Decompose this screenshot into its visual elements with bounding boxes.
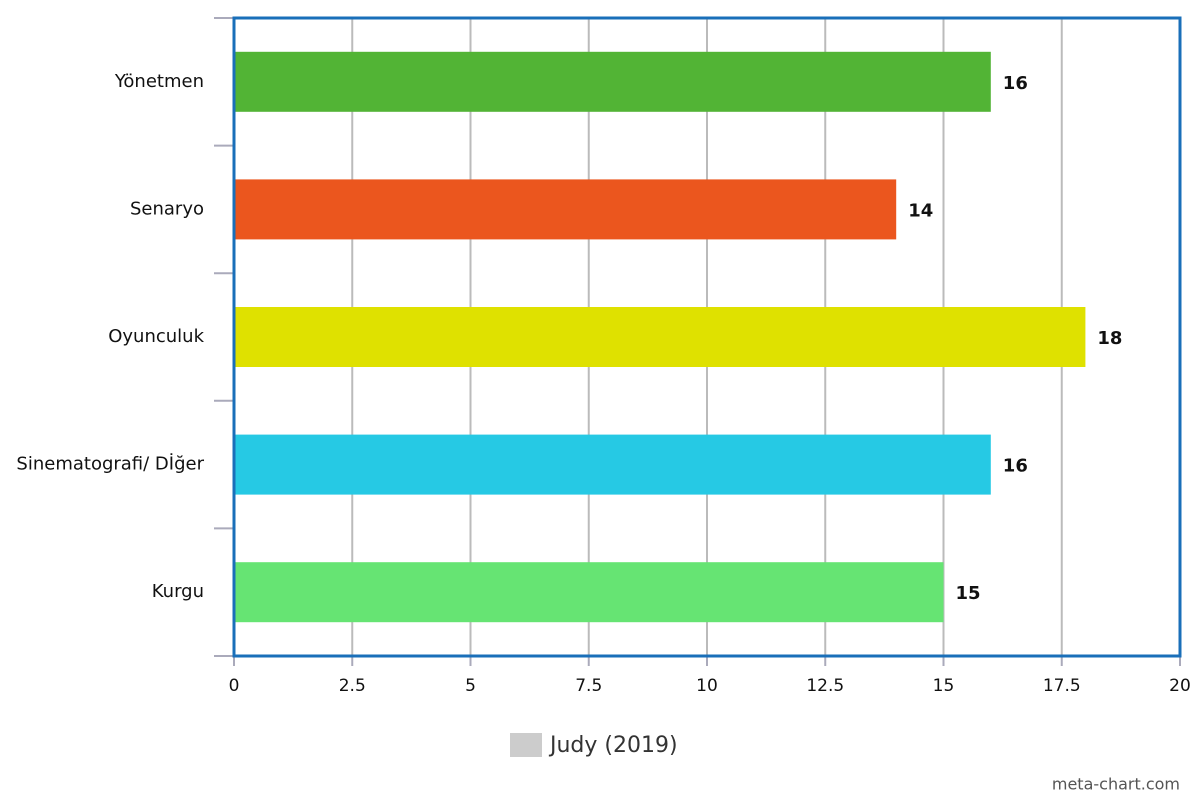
x-tick-label: 7.5 [575,676,602,696]
y-tick-label: Sinematografi/ Dİğer [16,454,204,475]
watermark: meta-chart.com [1052,775,1180,794]
y-tick-label: Oyunculuk [108,326,204,347]
legend-label: Judy (2019) [548,733,678,758]
x-tick-label: 5 [465,676,476,696]
x-tick-label: 17.5 [1043,676,1081,696]
value-label: 14 [908,200,933,221]
plot-border [232,16,1182,658]
x-tick-label: 20 [1169,676,1191,696]
value-label: 16 [1003,73,1028,94]
y-tick-label: Yönetmen [114,71,204,92]
x-tick-label: 15 [933,676,955,696]
bar [234,434,991,495]
bar [234,307,1086,367]
y-tick-label: Senaryo [130,198,204,219]
bar [234,179,897,240]
x-tick-label: 0 [229,676,240,696]
value-label: 16 [1003,456,1028,477]
bar [234,51,991,112]
y-tick-label: Kurgu [152,581,204,602]
value-label: 15 [956,583,981,604]
x-tick-label: 2.5 [339,676,366,696]
x-tick-label: 12.5 [806,676,844,696]
x-tick-label: 10 [696,676,718,696]
value-label: 18 [1097,328,1122,349]
legend-swatch [510,733,542,757]
bar [234,562,944,623]
